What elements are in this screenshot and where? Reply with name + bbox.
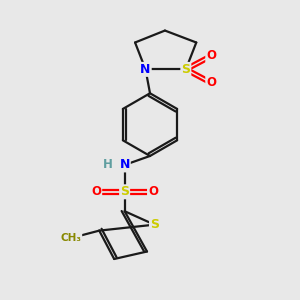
Text: N: N: [119, 158, 130, 171]
Text: S: S: [120, 185, 129, 198]
Text: N: N: [140, 63, 151, 76]
Text: O: O: [91, 185, 101, 198]
Text: O: O: [148, 185, 158, 198]
Text: S: S: [181, 63, 190, 76]
Text: O: O: [206, 76, 216, 89]
Text: S: S: [150, 218, 159, 231]
Text: O: O: [206, 50, 216, 62]
Text: CH₃: CH₃: [60, 233, 81, 243]
Text: H: H: [103, 158, 113, 171]
